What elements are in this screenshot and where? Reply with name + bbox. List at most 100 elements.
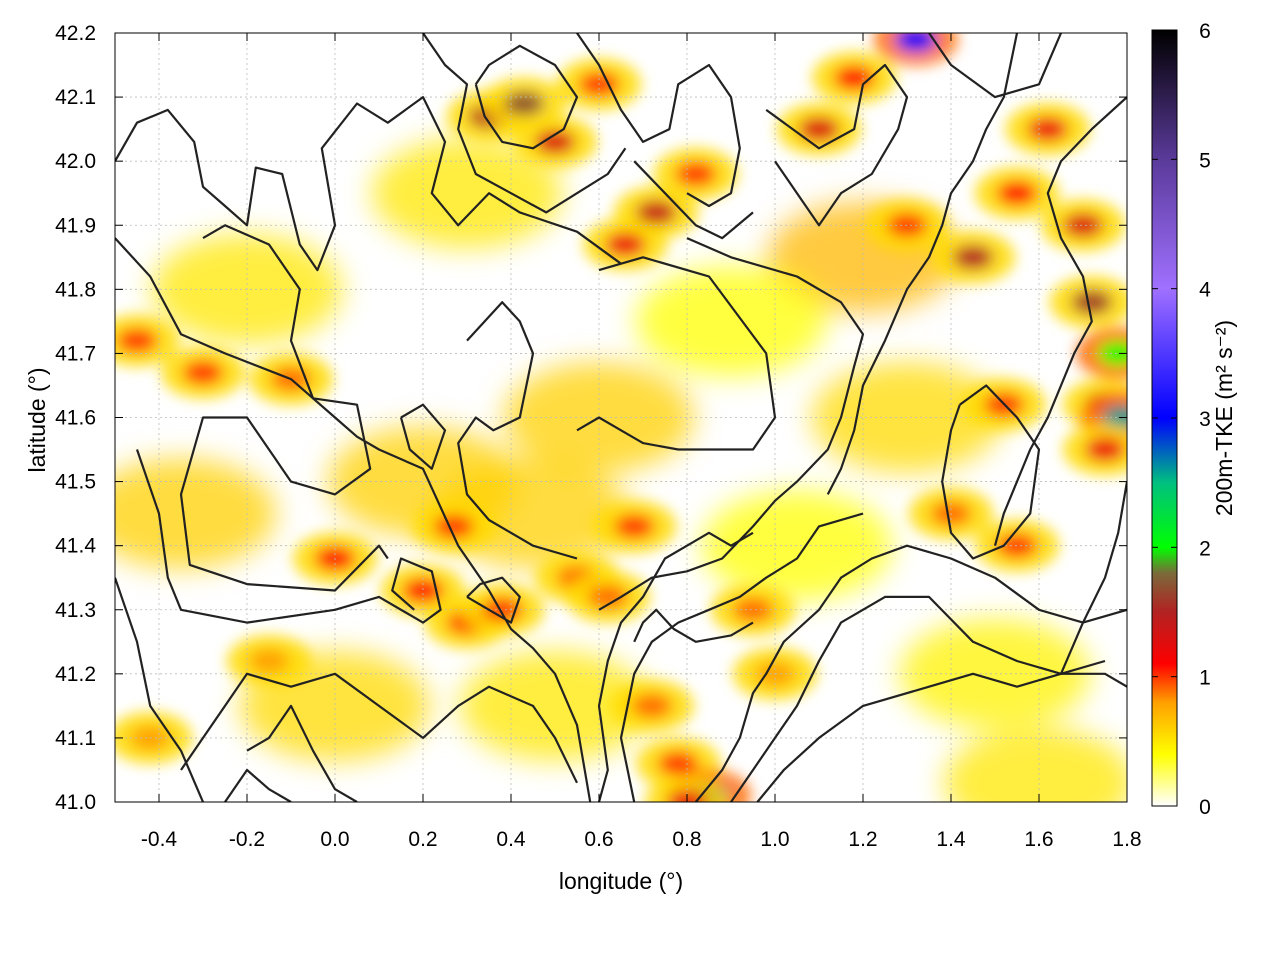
- tke-hotspot: [605, 232, 646, 257]
- colorbar-tick-label: 4: [1199, 279, 1211, 302]
- colorbar-tick-label: 1: [1199, 667, 1211, 690]
- terrain-contour: [928, 33, 1063, 99]
- tke-hotspot: [675, 161, 716, 186]
- tke-hotspot: [658, 751, 699, 776]
- colorbar-title: 200m-TKE (m² s⁻²): [1211, 320, 1237, 516]
- y-axis: 41.0 41.1 41.2 41.3 41.4 41.5 41.6 41.7 41.8 41.9…: [55, 22, 1127, 814]
- x-tick-label: -0.2: [229, 828, 265, 851]
- tke-hotspot: [614, 514, 655, 539]
- tke-hotspot: [631, 693, 672, 718]
- y-tick-label: 41.4: [55, 535, 96, 558]
- tke-hotspot: [636, 200, 677, 225]
- tke-hotspot: [403, 578, 443, 603]
- x-tick-label: 1.4: [936, 828, 966, 851]
- y-tick-label: 41.0: [55, 791, 96, 814]
- tke-hotspot: [433, 514, 474, 539]
- terrain-contour: [633, 160, 754, 240]
- tke-hotspot: [1071, 290, 1112, 315]
- tke-hotspot: [733, 597, 773, 622]
- tke-hotspot: [183, 360, 223, 385]
- x-tick-label: 0.0: [320, 828, 349, 851]
- terrain-contour: [576, 256, 777, 451]
- terrain-contour: [598, 237, 865, 611]
- tke-band: [372, 138, 562, 249]
- tke-hotspot: [799, 117, 839, 142]
- y-tick-label: 42.0: [55, 150, 96, 173]
- terrain-contour: [993, 96, 1127, 546]
- tke-hotspot: [249, 649, 289, 674]
- terrain-contour: [765, 63, 909, 227]
- x-tick-label: 1.8: [1112, 828, 1141, 851]
- tke-heatmap-layer: [115, 33, 1127, 802]
- tke-hotspot: [504, 91, 545, 116]
- terrain-contour: [399, 403, 447, 470]
- x-axis: -0.4 -0.2 0.0 0.2 0.4 0.6 0.8 1.0 1.2 1.4 1.6 1.8: [141, 33, 1142, 851]
- x-axis-title: longitude (°): [559, 868, 683, 894]
- y-tick-label: 41.3: [55, 599, 96, 622]
- x-tick-label: 1.2: [848, 828, 877, 851]
- y-tick-label: 41.2: [55, 663, 96, 686]
- tke-band: [636, 266, 826, 377]
- y-tick-label: 41.7: [55, 342, 96, 365]
- tke-hotspot: [1102, 405, 1127, 430]
- x-tick-label: 0.2: [408, 828, 437, 851]
- terrain-contour: [619, 512, 864, 802]
- x-tick-label: 0.4: [496, 828, 526, 851]
- tke-band: [944, 727, 1127, 802]
- y-tick-label: 42.2: [55, 22, 96, 45]
- terrain-contour: [422, 33, 627, 214]
- y-axis-title: latitude (°): [24, 367, 50, 472]
- terrain-contour: [466, 576, 521, 624]
- colorbar-tick-label: 2: [1199, 537, 1211, 560]
- terrain-contour: [179, 224, 389, 592]
- tke-band: [115, 458, 276, 569]
- terrain-contour: [180, 672, 578, 784]
- y-tick-label: 41.6: [55, 407, 96, 430]
- terrain-contour: [826, 33, 1019, 495]
- terrain-contour: [474, 44, 579, 150]
- y-tick-label: 41.5: [55, 471, 96, 494]
- terrain-contour: [633, 608, 754, 643]
- y-tick-label: 41.1: [55, 727, 96, 750]
- terrain-contour: [457, 301, 578, 560]
- colorbar: 0 1 2 3 4 5 6 200m-TKE (m² s⁻²): [1151, 20, 1237, 819]
- tke-hotspot: [953, 245, 993, 270]
- terrain-contour: [576, 33, 741, 208]
- tke-hotspot: [997, 181, 1037, 206]
- colorbar-tick-label: 6: [1199, 20, 1211, 43]
- terrain-contour: [115, 577, 205, 802]
- terrain-contour: [224, 768, 292, 802]
- colorbar-ticks: 0 1 2 3 4 5 6: [1152, 20, 1211, 819]
- plot-area: [114, 32, 1128, 803]
- x-tick-label: 1.6: [1024, 828, 1053, 851]
- tke-hotspot: [117, 328, 157, 353]
- terrain-contour: [115, 237, 592, 802]
- tke-hotspot: [895, 33, 936, 52]
- terrain-contour: [246, 704, 358, 802]
- x-tick-label: -0.4: [141, 828, 178, 851]
- terrain-contour: [1059, 481, 1127, 675]
- terrain-contour: [115, 96, 622, 272]
- x-tick-label: 0.8: [672, 828, 701, 851]
- tke-hotspot: [535, 129, 575, 154]
- terrain-contour: [694, 544, 1127, 802]
- tke-hotspot: [1085, 437, 1125, 462]
- y-tick-label: 42.1: [55, 86, 96, 109]
- x-tick-label: 0.6: [584, 828, 613, 851]
- terrain-contour-layer: [115, 33, 1127, 802]
- tke-hotspot: [834, 65, 875, 90]
- tke-hotspot: [1063, 213, 1103, 238]
- terrain-contour: [597, 531, 754, 802]
- tke-hotspot: [1098, 341, 1127, 366]
- terrain-contour: [135, 449, 442, 624]
- tke-hotspot: [1027, 117, 1068, 142]
- y-tick-label: 41.9: [55, 214, 96, 237]
- y-tick-label: 41.8: [55, 278, 96, 301]
- terrain-contour: [941, 384, 1041, 560]
- x-tick-label: 1.0: [760, 828, 789, 851]
- colorbar-tick-label: 3: [1199, 408, 1211, 431]
- colorbar-tick-label: 0: [1199, 796, 1211, 819]
- terrain-contour: [756, 659, 1106, 802]
- colorbar-tick-label: 5: [1199, 149, 1211, 172]
